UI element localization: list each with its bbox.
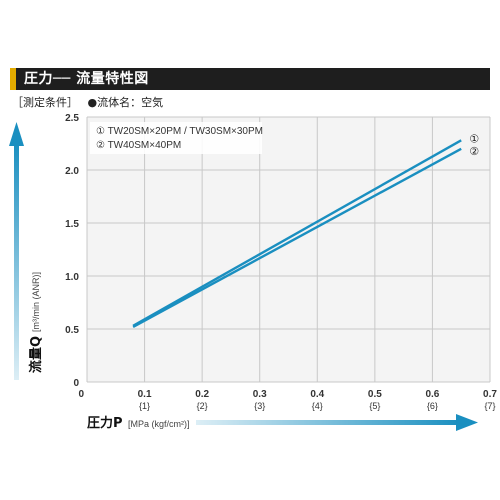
x-tick-sublabel: {3} [254, 401, 265, 411]
x-tick-label: 0.5 [368, 389, 382, 400]
series-line-2 [132, 147, 462, 328]
x-tick-label: 0.3 [253, 389, 267, 400]
series-end-labels: ①② [469, 132, 479, 157]
measurement-conditions: ［測定条件］ ●流体名：空気 [12, 94, 169, 110]
fluid-label: ●流体名：空気 [87, 96, 164, 109]
series-end-label-1: ① [469, 132, 479, 145]
legend-item-2: ② TW40SM×40PM [96, 140, 181, 151]
y-axis-arrow [9, 122, 24, 380]
x-tick-sublabel: {4} [312, 401, 323, 411]
x-axis-unit: [MPa (kgf/cm²)] [128, 419, 190, 429]
x-tick-label: 0.2 [195, 389, 209, 400]
y-tick-label: 2.5 [65, 113, 79, 124]
x-tick-sublabel: {5} [369, 401, 380, 411]
header-accent-bar [10, 68, 16, 90]
legend: ① TW20SM×20PM / TW30SM×30PM ② TW40SM×40P… [90, 122, 263, 154]
y-tick-labels: 0 0.5 1.0 1.5 2.0 2.5 [65, 113, 79, 389]
plot-area [87, 117, 490, 382]
y-tick-label: 0 [73, 378, 79, 389]
series-line-1 [132, 139, 462, 327]
y-axis-label: 流量Q [28, 336, 44, 373]
y-axis-unit: [m³/min (ANR)] [31, 272, 41, 332]
header-title: 圧力── 流量特性図 [24, 71, 149, 87]
x-axis-arrow [196, 414, 478, 431]
x-tick-sublabel: {6} [427, 401, 438, 411]
legend-box [90, 122, 262, 154]
section-header: 圧力── 流量特性図 [10, 68, 490, 90]
x-tick-label: 0 [78, 389, 84, 400]
series-end-label-2: ② [469, 145, 479, 158]
legend-item-1: ① TW20SM×20PM / TW30SM×30PM [96, 126, 263, 137]
x-tick-label: 0.7 [483, 389, 497, 400]
x-tick-labels: 0 0.1{1} 0.2{2} 0.3{3} 0.4{4} 0.5{5} 0.6{6} 0.7… [78, 389, 497, 411]
conditions-label: ［測定条件］ [12, 96, 78, 109]
y-axis-title: 流量Q [m³/min (ANR)] [28, 272, 44, 373]
y-tick-label: 2.0 [65, 166, 79, 177]
series-lines [132, 139, 462, 328]
y-tick-label: 0.5 [65, 325, 79, 336]
x-tick-label: 0.6 [425, 389, 439, 400]
grid-lines [86, 116, 491, 383]
x-axis-label: 圧力P [87, 415, 123, 431]
x-tick-sublabel: {1} [139, 401, 150, 411]
y-tick-label: 1.5 [65, 219, 79, 230]
x-tick-label: 0.4 [310, 389, 324, 400]
x-tick-sublabel: {2} [197, 401, 208, 411]
plot-background [87, 117, 490, 382]
x-tick-sublabel: {7} [484, 401, 495, 411]
x-tick-label: 0.1 [138, 389, 152, 400]
x-axis-title: 圧力P [MPa (kgf/cm²)] [87, 415, 190, 431]
y-tick-label: 1.0 [65, 272, 79, 283]
